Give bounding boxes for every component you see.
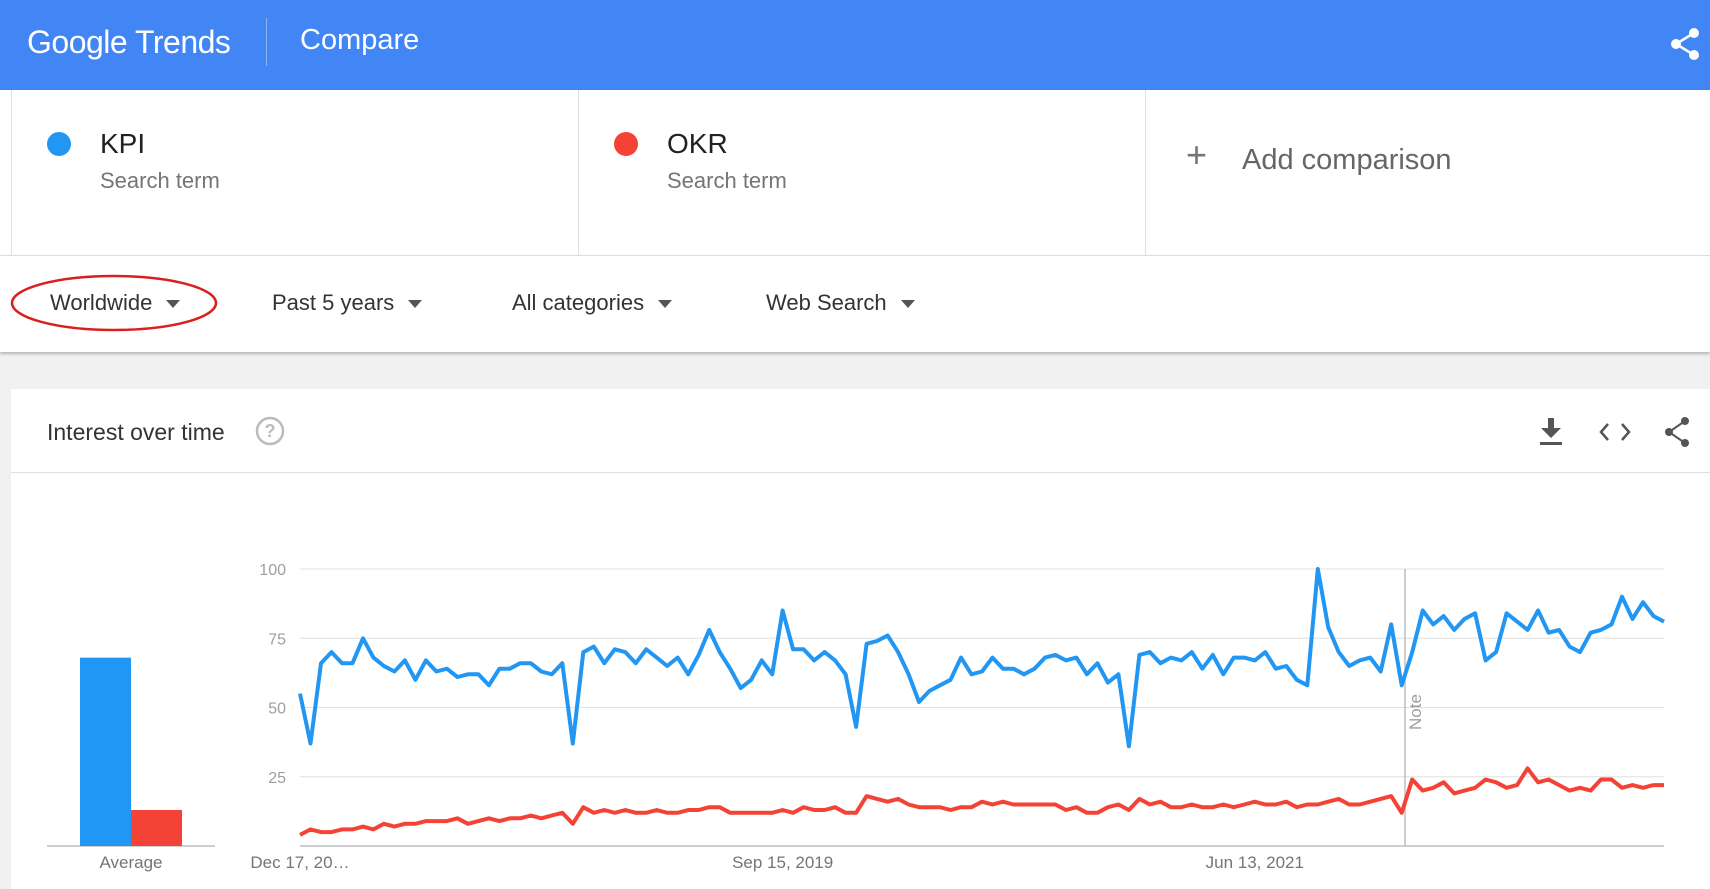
y-tick-label: 100 <box>259 562 286 579</box>
term-dot <box>614 132 638 156</box>
average-bar <box>80 657 131 846</box>
plus-icon: + <box>1186 134 1208 175</box>
card-actions <box>1540 417 1689 447</box>
filter-dropdown[interactable]: Worldwide <box>50 290 180 316</box>
series-line <box>299 766 1664 837</box>
x-tick-label: Sep 15, 2019 <box>732 853 833 872</box>
note-label: Note <box>1406 694 1425 730</box>
term-dot <box>47 132 71 156</box>
average-bar <box>131 809 182 846</box>
divider <box>266 18 267 66</box>
add-comparison[interactable]: + Add comparison <box>1145 90 1710 255</box>
divider <box>11 472 1710 473</box>
highlight-ellipse <box>10 274 218 332</box>
series-line <box>298 567 1665 749</box>
average-label: Average <box>99 853 162 872</box>
term-subtitle: Search term <box>100 168 220 193</box>
card-title: Interest over time <box>47 419 225 445</box>
page-title: Compare <box>300 24 420 56</box>
filter-dropdown[interactable]: Past 5 years <box>272 290 422 316</box>
y-tick-label: 75 <box>268 631 286 648</box>
filter-dropdown[interactable]: All categories <box>512 290 672 316</box>
share-button[interactable] <box>1670 28 1700 60</box>
y-tick-label: 50 <box>268 701 286 718</box>
term: KPI <box>100 128 146 159</box>
search-terms: KPI Search term OKR Search term + Add co… <box>0 90 1710 256</box>
term-card[interactable]: KPI Search term <box>11 90 578 255</box>
filter-dropdown[interactable]: Web Search <box>766 290 915 316</box>
share-button[interactable] <box>1665 417 1689 447</box>
logo[interactable]: Google Trends <box>27 24 231 60</box>
x-tick-label: Dec 17, 20… <box>250 853 349 872</box>
download-button[interactable] <box>1540 418 1562 445</box>
x-tick-label: Jun 13, 2021 <box>1206 853 1304 872</box>
add-comparison-label: Add comparison <box>1242 144 1452 176</box>
filter-bar: Worldwide Past 5 years All categories We… <box>0 256 1710 352</box>
embed-button[interactable] <box>1599 423 1631 441</box>
term-subtitle: Search term <box>667 168 787 193</box>
term-card[interactable]: OKR Search term <box>578 90 1145 255</box>
header: Google Trends Compare <box>0 0 1710 90</box>
help-icon[interactable]: ? <box>254 415 286 447</box>
term: OKR <box>667 128 728 159</box>
y-tick-label: 25 <box>268 770 286 787</box>
svg-text:?: ? <box>265 421 276 441</box>
